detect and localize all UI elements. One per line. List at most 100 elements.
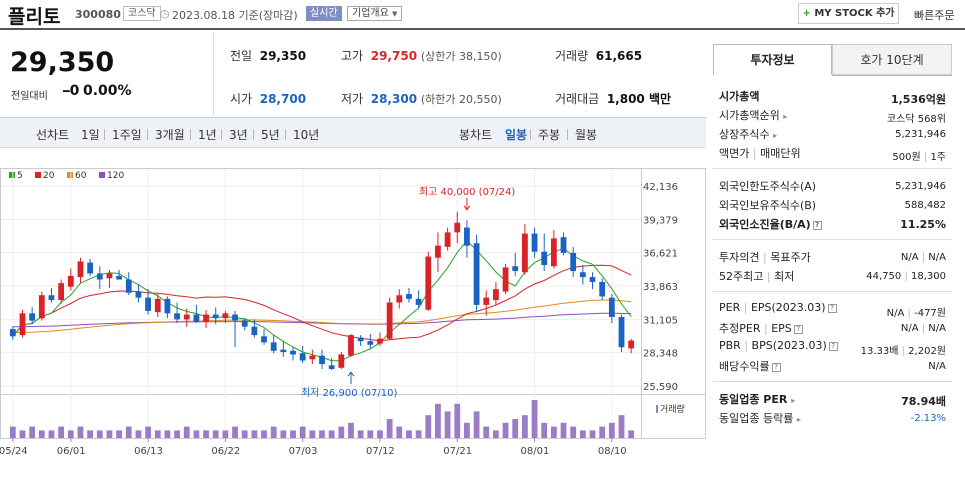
shares-label: 상장주식수 ▸ [719,128,778,141]
period-1d[interactable]: 1일 [81,128,100,142]
candle-body [222,313,229,319]
y-tick-label: 33,863 [643,282,678,293]
date-text: 2023.08.18 기준(장마감) [172,9,298,22]
period-3y[interactable]: 3년 [229,128,248,142]
w52-label: 52주최고 | 최저 [719,270,795,283]
volume-bar [512,419,519,438]
volume-bar [473,411,480,438]
volume-bar [174,430,180,438]
volume-bar [531,400,538,438]
candle-body [116,275,123,280]
volume-bar [502,422,509,438]
candle-body [319,355,325,365]
volume-bar [628,430,635,438]
candle-body [19,313,26,336]
period-1y[interactable]: 1년 [198,128,217,142]
volume-bar [290,430,296,438]
volume-bar [483,426,490,438]
volume-bar [261,430,267,438]
volume-bar [135,430,142,438]
volume-bar [241,430,248,438]
volume-bar [29,426,36,438]
x-tick-label: 08/01 [521,446,550,457]
period-10y[interactable]: 10년 [293,128,320,142]
candle-body [183,314,190,320]
help-icon[interactable]: ? [827,304,837,313]
divider [713,239,952,240]
volume-bar [299,426,306,438]
volume-bar [19,430,26,438]
change-pct: 0.00% [83,83,132,99]
candle-body [29,313,36,321]
foreign-hold-label: 외국인보유주식수(B) [719,199,817,212]
help-icon[interactable]: ? [828,342,838,351]
candle-daily[interactable]: 일봉 [505,128,528,142]
shares-value: 5,231,946 [895,129,946,140]
volume-bar [183,426,190,438]
candle-body [58,283,65,301]
live-badge[interactable]: 실시간 [306,6,342,21]
stock-code: 300080 [75,8,121,21]
volume-bar [541,422,548,438]
low-arrow-head [347,371,355,377]
candlestick-chart[interactable]: 42,136 39,379 36,621 33,863 31,105 28,348 25,5… [0,148,706,484]
volume-bar [579,430,586,438]
period-1w[interactable]: 1주일 [112,128,142,142]
current-price: 29,350 [10,47,115,78]
candle-body [550,238,557,267]
candle-chart-label: 봉차트 [459,128,493,142]
period-3m[interactable]: 3개월 [155,128,185,142]
candle-body [425,256,432,310]
candle-body [396,295,403,303]
period-5y[interactable]: 5년 [261,128,280,142]
volume-bar [58,426,65,438]
quick-order-link[interactable]: 빠른주문 [914,9,955,22]
candle-body [628,340,635,349]
est-per-value: N/A | N/A [900,323,946,334]
mystock-add-button[interactable]: + MY STOCK 추가 [798,3,899,24]
candle-body [415,298,422,305]
divider [530,129,531,140]
flat-icon: ━ [63,85,70,98]
volume-bar [164,430,171,438]
high-price: 고가 29,750 (상한가 38,150) [341,49,502,63]
help-icon[interactable]: ? [812,221,822,230]
help-icon[interactable]: ? [771,363,781,372]
x-tick-label: 05/24 [0,446,28,457]
tab-hoga-10[interactable]: 호가 10단계 [832,44,952,75]
candle-monthly[interactable]: 월봉 [575,128,598,142]
legend-swatch [99,172,105,178]
divider [713,168,952,169]
y-tick-label: 42,136 [643,182,678,193]
volume-legend-swatch [656,405,658,413]
volume-bar [599,426,606,438]
ma5-line [12,239,632,362]
w52-value: 44,750 | 18,300 [866,271,946,282]
divider [285,129,286,140]
caret-icon: ▸ [791,396,796,405]
opinion-value: N/A | N/A [900,252,946,263]
legend-ma120: 120 [99,171,124,181]
candle-body [367,341,374,345]
volume-bar [377,430,383,438]
candle-body [386,302,393,339]
volume-bar [425,415,432,438]
div-value: N/A [928,361,946,372]
candle-body [241,320,248,327]
divider [190,129,191,140]
divider [713,381,952,382]
volume-bar [154,430,161,438]
line-chart-label: 선차트 [36,128,70,142]
foreign-ratio-value: 11.25% [900,218,946,231]
corp-overview-dropdown[interactable]: 기업개요 ▼ [347,6,403,21]
clock-icon: ◷ [160,7,170,20]
legend-ma20: 20 [35,171,54,181]
volume-label: 거래량 [660,403,685,415]
help-icon[interactable]: ? [793,325,803,334]
candle-weekly[interactable]: 주봉 [538,128,561,142]
foreign-ratio-label: 외국인소진율(B/A)? [719,216,822,232]
candle-body [483,297,490,305]
tab-invest-info[interactable]: 투자정보 [713,44,832,75]
candle-body [473,243,480,305]
volume-bar [67,430,74,438]
